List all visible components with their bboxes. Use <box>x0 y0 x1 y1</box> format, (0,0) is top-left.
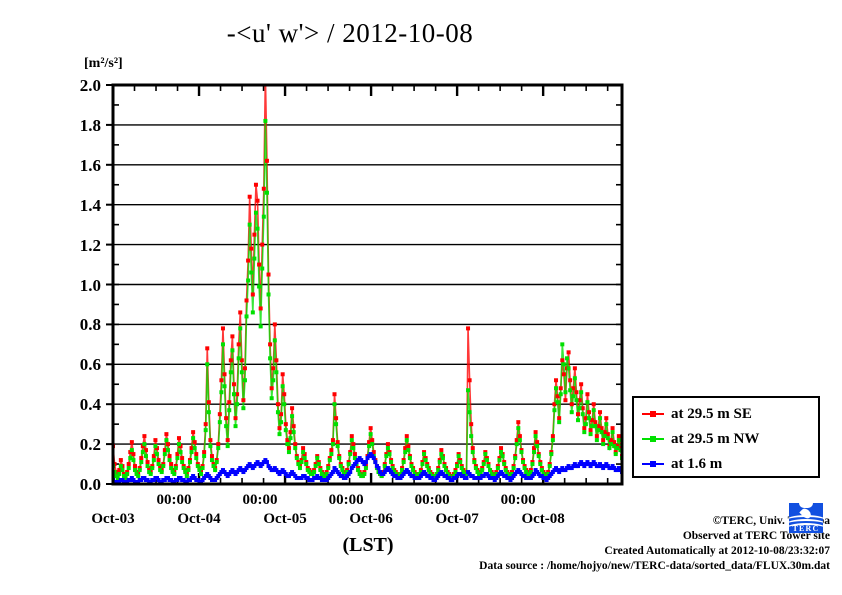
footer-line-created: Created Automatically at 2012-10-08/23:3… <box>604 545 830 557</box>
y-axis-tick-label: 0.4 <box>79 395 101 415</box>
y-axis-tick-label: 0.2 <box>79 435 101 455</box>
terc-logo-icon: TERC <box>789 503 823 533</box>
y-axis-tick-label: 1.4 <box>79 195 101 215</box>
footer-line-site: Observed at TERC Tower site <box>682 530 830 542</box>
legend-label-0: at 29.5 m SE <box>671 405 752 422</box>
x-axis-date-label: Oct-05 <box>263 511 307 527</box>
x-axis-time-label: 00:00 <box>500 492 536 508</box>
footer-line-copyright: ©TERC, Univ. Tsukuba <box>712 515 830 527</box>
x-axis-time-label: 00:00 <box>156 492 192 508</box>
footer-line-datasource: Data source : /home/hojyo/new/TERC-data/… <box>479 560 830 572</box>
chart-title: -<u' w'> / 2012-10-08 <box>226 18 474 48</box>
x-axis-time-label: 00:00 <box>328 492 364 508</box>
x-axis-date-label: Oct-07 <box>435 511 479 527</box>
y-axis-units-label: [m²/s²] <box>84 56 123 71</box>
legend-entry-2[interactable]: at 1.6 m <box>642 452 722 476</box>
legend-entry-1[interactable]: at 29.5 m NW <box>642 427 759 451</box>
x-axis-time-label: 00:00 <box>414 492 450 508</box>
legend-entry-0[interactable]: at 29.5 m SE <box>642 402 752 426</box>
y-axis-tick-label: 2.0 <box>79 76 101 95</box>
legend-swatch-icon-0 <box>642 408 664 420</box>
legend-label-1: at 29.5 m NW <box>671 430 760 447</box>
x-axis-date-label: Oct-04 <box>177 511 221 527</box>
x-axis-date-label: Oct-08 <box>521 511 565 527</box>
legend-swatch-icon-2 <box>642 458 664 470</box>
legend-label-2: at 1.6 m <box>671 455 723 472</box>
footer-credits: ©TERC, Univ. Tsukuba Observed at TERC To… <box>418 514 830 574</box>
x-axis-time-label: 00:00 <box>242 492 278 508</box>
y-axis-tick-label: 0.8 <box>79 315 101 335</box>
y-axis-tick-label: 1.8 <box>79 115 101 135</box>
x-axis-date-label: Oct-03 <box>91 511 135 527</box>
x-axis-title: (LST) <box>342 534 394 556</box>
y-axis-tick-label: 1.0 <box>79 275 101 295</box>
y-axis-tick-label: 1.2 <box>79 235 101 255</box>
x-axis-date-label: Oct-06 <box>349 511 393 527</box>
legend-swatch-icon-1 <box>642 433 664 445</box>
y-axis-tick-label: 0.0 <box>79 475 101 494</box>
terc-logo-text: TERC <box>792 524 820 533</box>
y-axis-tick-label: 1.6 <box>79 155 101 175</box>
y-axis-tick-label: 0.6 <box>79 355 101 375</box>
legend: at 29.5 m SE at 29.5 m NW at 1.6 m <box>632 396 820 478</box>
